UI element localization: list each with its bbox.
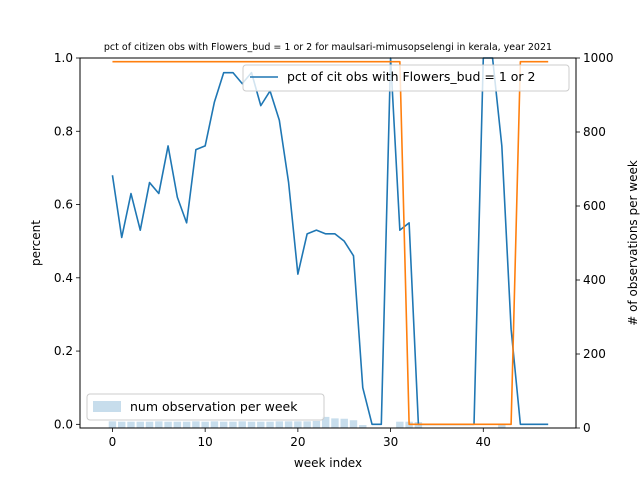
observation-bar: [303, 421, 311, 428]
y2-tick-label: 800: [583, 125, 606, 139]
observation-bar: [396, 421, 404, 428]
x-axis-label: week index: [294, 456, 362, 470]
observation-bar: [340, 418, 348, 428]
x-tick-label: 20: [290, 435, 305, 449]
observation-bar: [145, 421, 154, 428]
observation-bar: [164, 421, 172, 428]
observation-bar: [229, 421, 237, 428]
y-tick-label: 0.0: [54, 417, 73, 431]
observation-bar: [321, 416, 330, 428]
legend-bottom-left: num observation per week: [86, 393, 325, 421]
observation-bar: [275, 421, 284, 428]
observation-bar: [257, 421, 265, 428]
observation-bar: [359, 425, 367, 428]
observation-bar: [238, 421, 246, 428]
percent-line: [111, 57, 549, 426]
y2-axis-label: # of observations per week: [626, 160, 640, 326]
y-tick-label: 1.0: [54, 51, 73, 65]
observation-bar: [108, 421, 117, 428]
observation-bar: [182, 421, 191, 428]
y-tick-label: 0.4: [54, 271, 73, 285]
observation-bar: [173, 421, 182, 428]
x-tick-label: 10: [198, 435, 213, 449]
observation-bar: [312, 420, 321, 428]
chart-title: pct of citizen obs with Flowers_bud = 1 …: [104, 42, 552, 53]
observation-bar: [294, 421, 302, 428]
legend-label-percent: pct of cit obs with Flowers_bud = 1 or 2: [287, 69, 535, 84]
observation-bar: [331, 418, 339, 428]
y-tick-label: 0.6: [54, 198, 73, 212]
y-tick-label: 0.8: [54, 124, 73, 138]
legend-bar-swatch: [93, 401, 121, 412]
observation-bar: [118, 421, 126, 428]
observation-bar: [219, 421, 228, 428]
legend-bottom-box: [86, 393, 325, 421]
axis-ticks: 0 10 20 30 40 0.0 0.2 0.4 0.6 0.8 1.0 0 200 400 600 800…: [54, 51, 614, 449]
legend-top-box: [242, 64, 570, 92]
y2-tick-label: 1000: [583, 51, 614, 65]
line-series: [111, 57, 549, 426]
observation-bar: [136, 421, 144, 428]
observation-bar: [210, 421, 219, 428]
y2-tick-label: 200: [583, 347, 606, 361]
observation-bar: [498, 423, 506, 428]
x-tick-label: 0: [109, 435, 117, 449]
y2-tick-label: 600: [583, 199, 606, 213]
observation-bar: [349, 420, 358, 428]
y2-tick-label: 0: [583, 421, 591, 435]
observation-bar: [192, 421, 200, 428]
y2-tick-label: 400: [583, 273, 606, 287]
y-tick-label: 0.2: [54, 344, 73, 358]
plot-frame: [79, 57, 577, 429]
observation-bar: [247, 421, 256, 428]
y-axis-label: percent: [29, 220, 43, 266]
observation-bar: [127, 421, 135, 428]
secondary-line: [112, 60, 549, 426]
legend-top-right: pct of cit obs with Flowers_bud = 1 or 2: [242, 64, 570, 92]
observation-bar: [201, 421, 209, 428]
legend-label-observations: num observation per week: [130, 399, 298, 414]
x-tick-label: 40: [476, 435, 491, 449]
observation-bar: [284, 421, 293, 428]
observation-bar: [155, 421, 163, 428]
observation-bar: [266, 421, 274, 428]
x-tick-label: 30: [383, 435, 398, 449]
